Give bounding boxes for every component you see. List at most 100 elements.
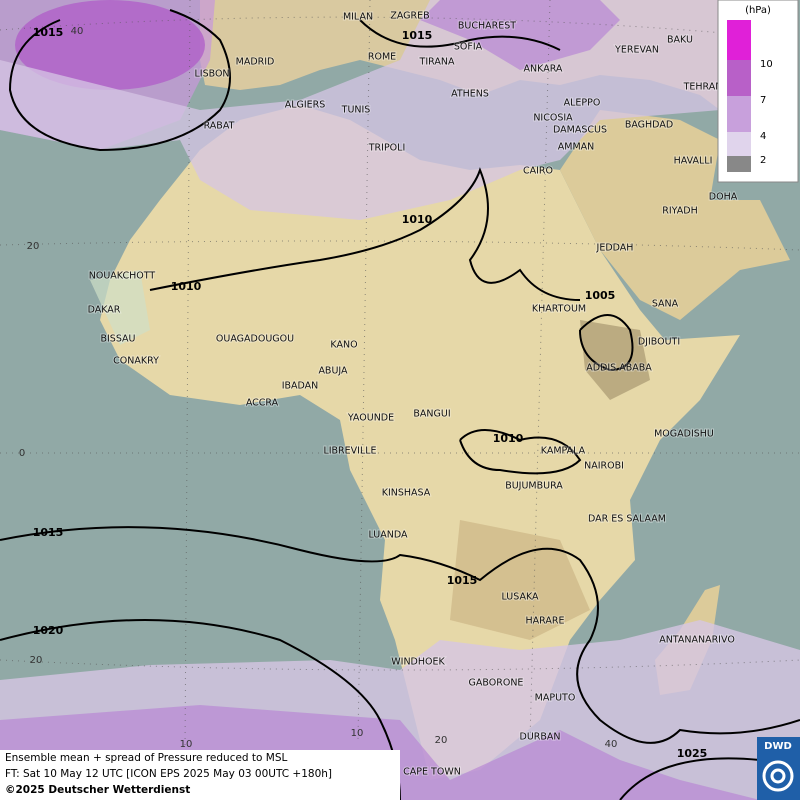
isobar-label: 1020: [33, 624, 64, 637]
isobar-label: 1015: [402, 29, 433, 42]
city-label: DOHA: [709, 192, 738, 203]
city-label: AMMAN: [558, 142, 595, 153]
city-label: BUJUMBURA: [505, 481, 563, 492]
city-label: ACCRA: [246, 398, 279, 409]
city-label: LISBON: [194, 69, 229, 80]
legend-label: 2: [760, 155, 766, 166]
city-label: CONAKRY: [113, 356, 159, 367]
isobar: [0, 526, 800, 744]
legend-label: 10: [760, 59, 773, 70]
city-label: MADRID: [236, 57, 275, 68]
city-label: NICOSIA: [533, 113, 573, 124]
legend: (hPa) 10 7 4 2: [717, 0, 799, 183]
graticule: [0, 0, 800, 751]
city-label: KINSHASA: [382, 488, 431, 499]
isobar-label: 1015: [447, 574, 478, 587]
city-label: HARARE: [526, 616, 565, 627]
isobar: [359, 19, 561, 51]
legend-label: 4: [760, 131, 766, 142]
land-arabia: [560, 110, 790, 320]
isobar-label: 1015: [33, 26, 64, 39]
city-label: RIYADH: [662, 206, 697, 217]
city-label: DJIBOUTI: [638, 337, 680, 348]
legend-swatch: [727, 132, 751, 156]
city-label: KANO: [330, 340, 357, 351]
isobar: [0, 619, 401, 800]
city-label: SOFIA: [454, 42, 483, 53]
spread-area: [420, 0, 620, 70]
footer-line: ©2025 Deutscher Wetterdienst: [5, 784, 190, 796]
legend-swatch: [727, 96, 751, 132]
city-label: TEHRAN: [683, 82, 723, 93]
city-label: ZAGREB: [390, 11, 429, 22]
city-label: JEDDAH: [596, 243, 634, 254]
city-label: ALEPPO: [564, 98, 601, 109]
city-label: YAOUNDE: [347, 413, 394, 424]
city-label: DAKAR: [88, 305, 121, 316]
isobar: [8, 9, 231, 152]
city-label: DAR ES SALAAM: [588, 514, 666, 525]
city-label: BAGHDAD: [625, 120, 673, 131]
city-label: ROME: [368, 52, 396, 63]
isobar: [459, 429, 582, 475]
city-label: DAMASCUS: [553, 125, 607, 136]
city-label: IBADAN: [282, 381, 319, 392]
graticule-line: [0, 240, 800, 251]
footer-line: Ensemble mean + spread of Pressure reduc…: [5, 752, 288, 764]
isobar-label: 1010: [493, 432, 524, 445]
city-label: OUAGADOUGOU: [216, 334, 294, 345]
city-label: ADDIS ABABA: [586, 363, 652, 374]
graticule-label: 20: [30, 655, 43, 666]
city-label: LIBREVILLE: [323, 446, 376, 457]
city-label: BAKU: [667, 35, 693, 46]
graticule-label: 10: [180, 739, 193, 750]
isobar-label: 1005: [585, 289, 616, 302]
city-label: ATHENS: [451, 89, 489, 100]
logo-swirl: [762, 760, 794, 792]
city-label: KHARTOUM: [532, 304, 586, 315]
isobar-label: 1025: [677, 747, 708, 760]
logo-text: DWD: [764, 741, 792, 752]
footer-line: FT: Sat 10 May 12 UTC [ICON EPS 2025 May…: [5, 768, 332, 780]
graticule-label: 0: [19, 448, 25, 459]
city-label: BUCHAREST: [458, 21, 516, 32]
coast-vegetation: [90, 270, 150, 345]
city-label: TIRANA: [419, 57, 455, 68]
city-label: WINDHOEK: [391, 657, 445, 668]
isobar-label: 1015: [33, 526, 64, 539]
city-label: KAMPALA: [541, 446, 586, 457]
graticule-label: 10: [351, 728, 364, 739]
isobar: [579, 314, 634, 372]
city-label: BISSAU: [100, 334, 135, 345]
city-label: CAIRO: [523, 166, 553, 177]
legend-swatch: [727, 156, 751, 172]
graticule-label: 20: [27, 241, 40, 252]
city-label: MILAN: [343, 12, 373, 23]
city-label: NAIROBI: [584, 461, 624, 472]
city-label: CAPE TOWN: [403, 767, 461, 778]
city-label: MAPUTO: [535, 693, 576, 704]
isobar: [149, 167, 581, 301]
legend-swatch: [727, 60, 751, 96]
city-label: BANGUI: [413, 409, 450, 420]
city-label: HAVALLI: [674, 156, 713, 167]
logo-swirl: [770, 768, 786, 784]
footer-box: [0, 750, 400, 800]
city-label: GABORONE: [469, 678, 524, 689]
city-label: NOUAKCHOTT: [89, 271, 156, 282]
graticule-label: 40: [605, 739, 618, 750]
city-label: MOGADISHU: [654, 429, 714, 440]
city-label: YEREVAN: [614, 45, 659, 56]
city-label: ALGIERS: [285, 100, 326, 111]
city-label: LUANDA: [368, 530, 408, 541]
city-label: DURBAN: [520, 732, 561, 743]
graticule-label: 20: [435, 735, 448, 746]
labels: MILAN ZAGREB BUCHAREST MADRID ROME SOFIA YEREV…: [19, 10, 739, 779]
isobars: [0, 9, 800, 800]
legend-title: (hPa): [745, 5, 771, 16]
city-label: RABAT: [204, 121, 235, 132]
city-label: TUNIS: [341, 105, 371, 116]
isobar: [619, 757, 761, 800]
graticule-label: 40: [71, 26, 84, 37]
